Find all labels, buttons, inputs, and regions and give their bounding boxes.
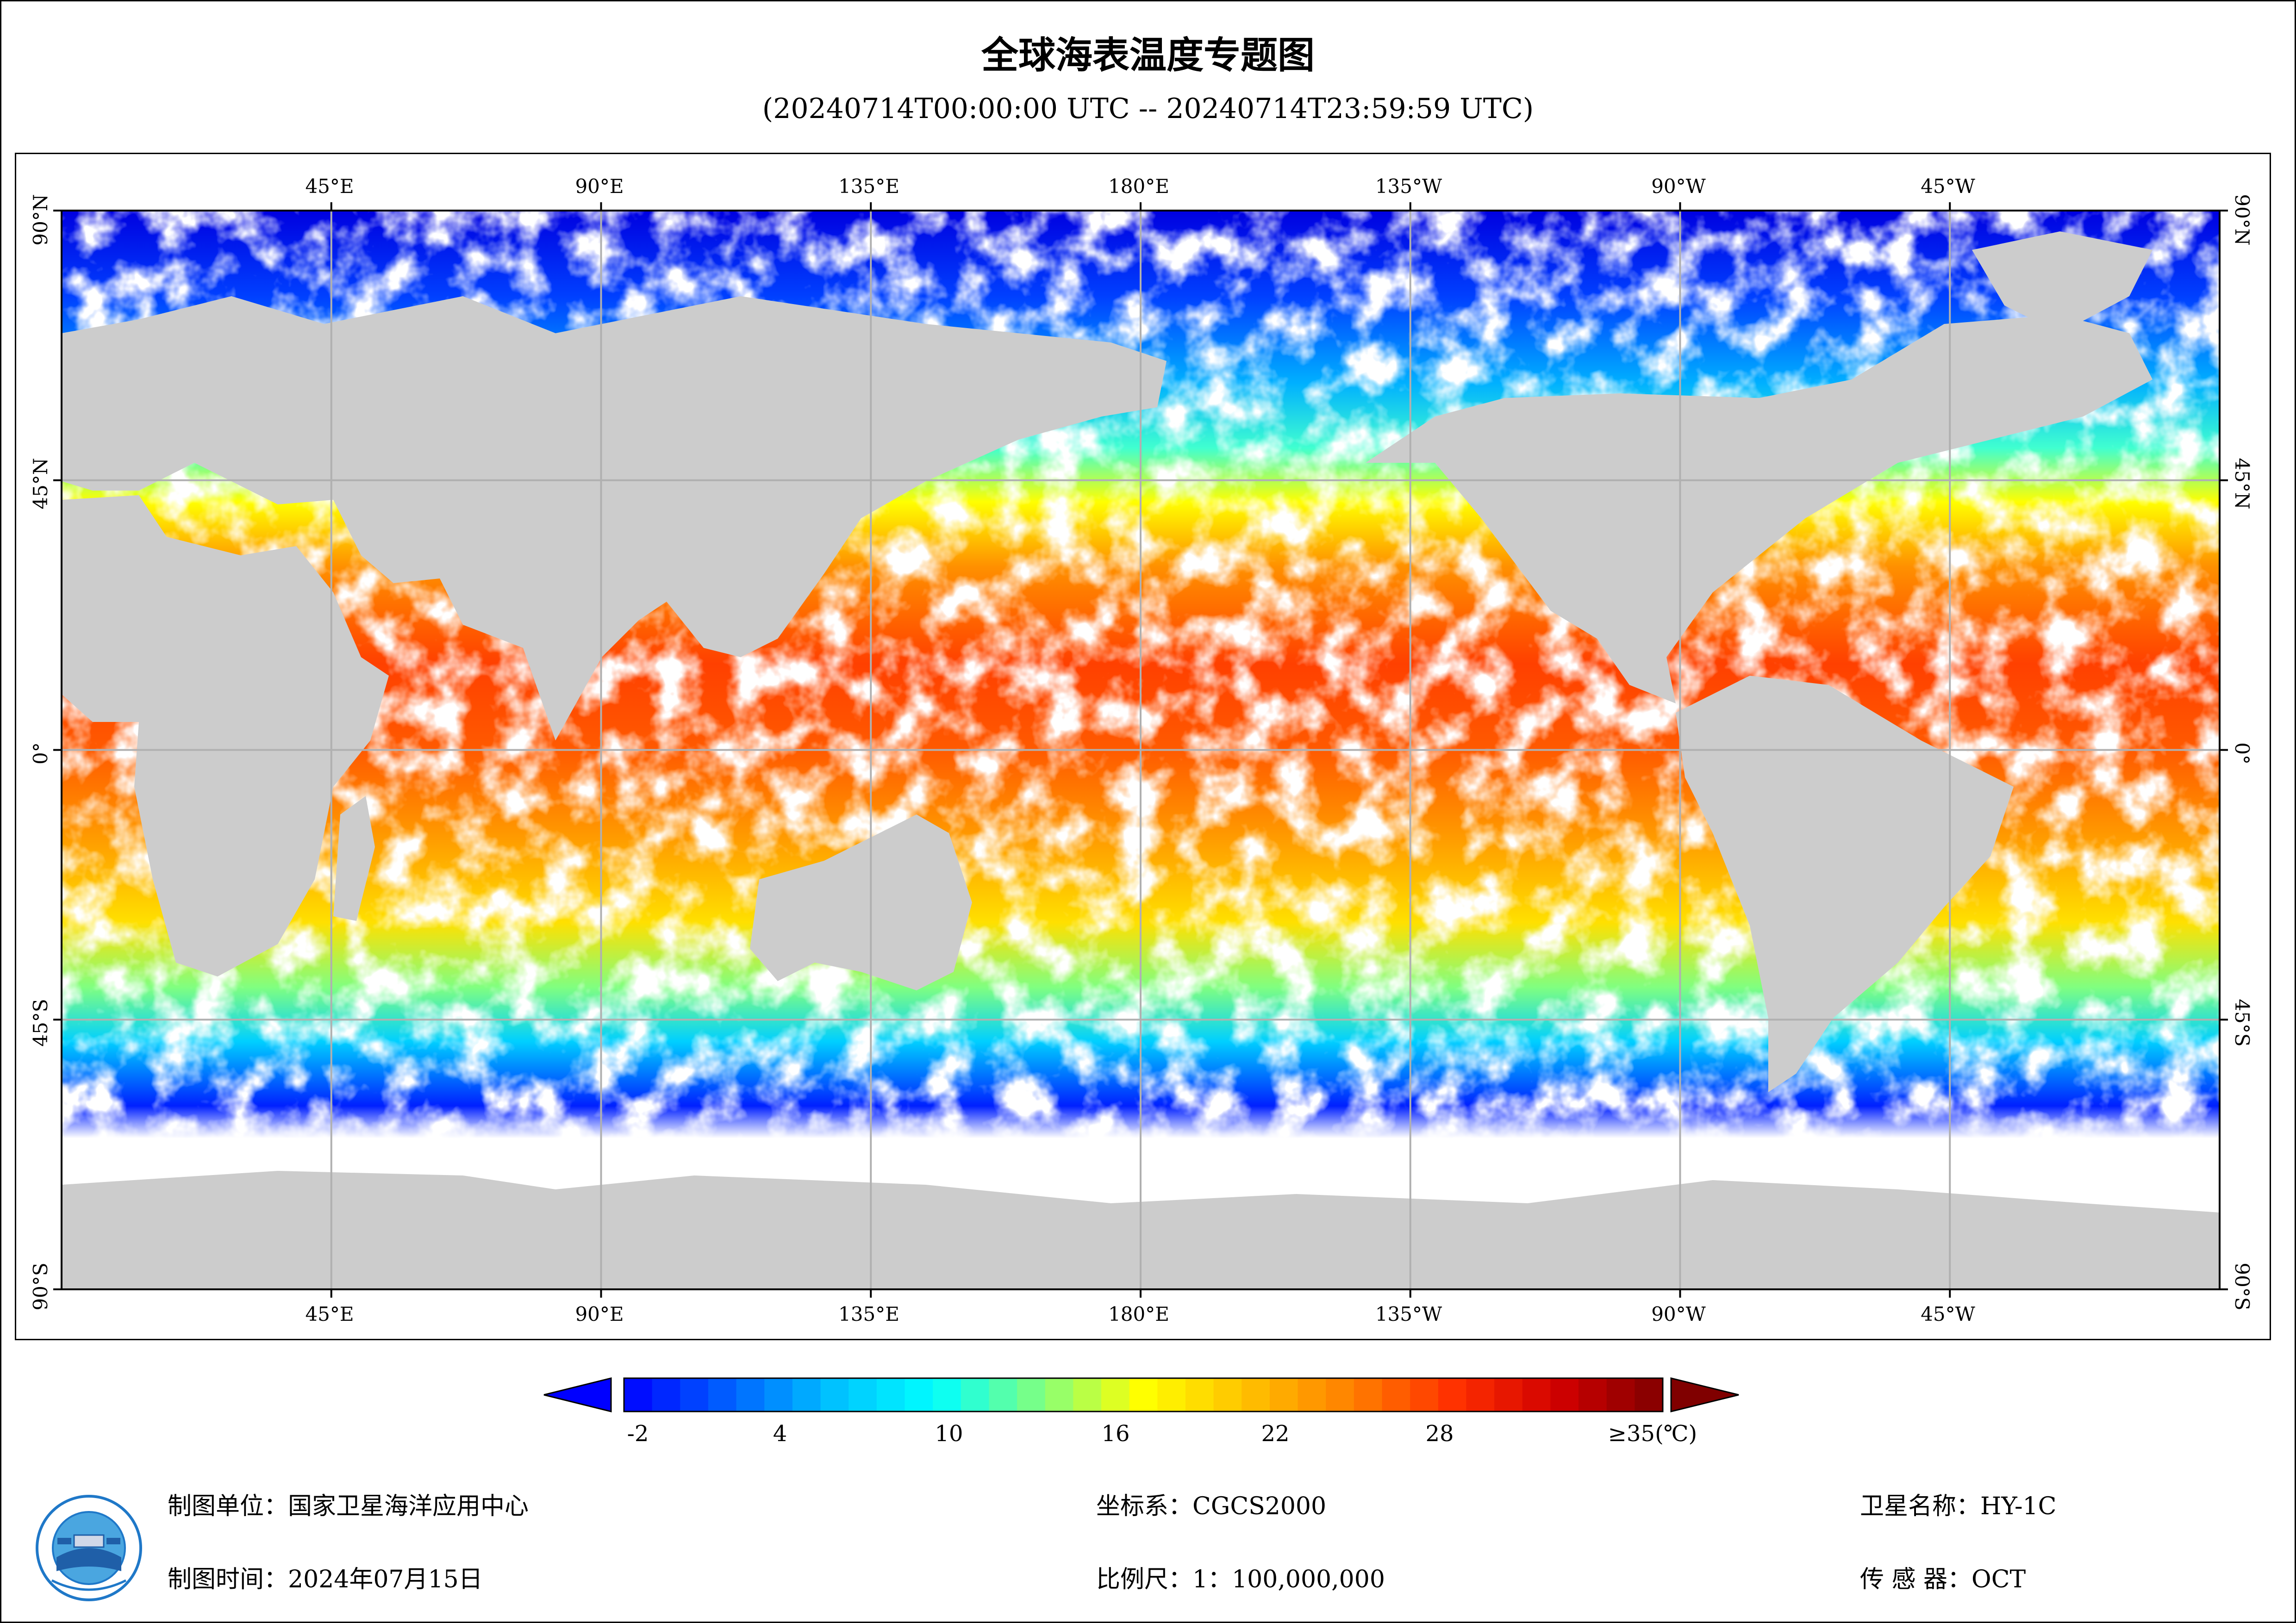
- colorbar-box: [1382, 1378, 1410, 1412]
- colorbar-box: [1326, 1378, 1354, 1412]
- colorbar-box: [876, 1378, 905, 1412]
- colorbar-box: [652, 1378, 680, 1412]
- colorbar-tick-label: 16: [1101, 1421, 1130, 1447]
- colorbar-box: [1494, 1378, 1523, 1412]
- colorbar-box: [989, 1378, 1017, 1412]
- lon-label-top: 135°E: [838, 175, 899, 198]
- colorbar-under-arrow: [543, 1377, 612, 1412]
- lat-label-left: 45°S: [29, 999, 52, 1047]
- colorbar-box: [1129, 1378, 1158, 1412]
- colorbar-box: [1578, 1378, 1607, 1412]
- colorbar-box: [1213, 1378, 1242, 1412]
- lat-label-right: 45°N: [2231, 458, 2253, 510]
- lon-label-bottom: 90°W: [1651, 1303, 1706, 1325]
- colorbar-box: [1298, 1378, 1326, 1412]
- lon-label-top: 135°W: [1375, 175, 1442, 198]
- lat-label-left: 90°S: [29, 1262, 52, 1311]
- colorbar-box: [1438, 1378, 1466, 1412]
- colorbar-box: [933, 1378, 961, 1412]
- colorbar: [623, 1377, 1664, 1412]
- lon-label-bottom: 180°E: [1108, 1303, 1169, 1325]
- lon-label-top: 45°E: [305, 175, 354, 198]
- colorbar-box: [680, 1378, 709, 1412]
- colorbar-box: [1045, 1378, 1073, 1412]
- lat-label-left: 90°N: [29, 194, 52, 246]
- colorbar-tick-label: 22: [1261, 1421, 1290, 1447]
- colorbar-tick-label: ≥35(℃): [1608, 1421, 1697, 1447]
- tick-marks: [53, 202, 2228, 1298]
- colorbar-box: [1606, 1378, 1635, 1412]
- colorbar-box: [736, 1378, 765, 1412]
- colorbar-box: [708, 1378, 737, 1412]
- footer-crs: 坐标系：CGCS2000: [1096, 1492, 1327, 1520]
- colorbar-tick-label: 4: [773, 1421, 787, 1447]
- colorbar-box: [792, 1378, 821, 1412]
- colorbar-box: [1550, 1378, 1579, 1412]
- colorbar-box: [1269, 1378, 1298, 1412]
- footer-date: 制图时间：2024年07月15日: [168, 1566, 483, 1593]
- land-europe-asia: [62, 296, 1167, 740]
- map-title: 全球海表温度专题图: [981, 34, 1315, 77]
- lon-label-bottom: 45°E: [305, 1303, 354, 1325]
- land-australia: [750, 815, 972, 990]
- colorbar-tick-label: -2: [627, 1421, 649, 1447]
- lon-label-top: 90°E: [575, 175, 624, 198]
- graticule: [62, 211, 2220, 1289]
- land-south-america: [1676, 676, 2014, 1092]
- colorbar-box: [1242, 1378, 1270, 1412]
- lon-label-bottom: 135°W: [1375, 1303, 1442, 1325]
- lon-label-top: 180°E: [1108, 175, 1169, 198]
- colorbar-box: [1635, 1378, 1663, 1412]
- land-north-america: [1366, 315, 2152, 703]
- colorbar-box: [849, 1378, 877, 1412]
- footer-scale: 比例尺：1：100,000,000: [1096, 1566, 1385, 1593]
- map-frame: [15, 153, 2271, 1340]
- colorbar-frame: [623, 1377, 1664, 1412]
- colorbar-box: [624, 1378, 653, 1412]
- lon-label-bottom: 45°W: [1921, 1303, 1975, 1325]
- colorbar-box: [1185, 1378, 1214, 1412]
- land-africa: [62, 495, 389, 976]
- colorbar-box: [1101, 1378, 1130, 1412]
- colorbar-tick-label: 10: [935, 1421, 963, 1447]
- footer-agency: 制图单位：国家卫星海洋应用中心: [168, 1492, 529, 1520]
- lat-label-right: 0°: [2231, 742, 2253, 765]
- colorbar-box: [1410, 1378, 1439, 1412]
- lat-label-right: 45°S: [2231, 999, 2253, 1047]
- colorbar-box: [820, 1378, 849, 1412]
- colorbar-box: [1522, 1378, 1551, 1412]
- footer-sensor: 传 感 器：OCT: [1860, 1566, 2026, 1593]
- colorbar-box: [1466, 1378, 1495, 1412]
- lon-label-bottom: 135°E: [838, 1303, 899, 1325]
- colorbar-box: [1073, 1378, 1102, 1412]
- lon-label-top: 45°W: [1921, 175, 1975, 198]
- lon-label-bottom: 90°E: [575, 1303, 624, 1325]
- lat-label-left: 0°: [29, 742, 52, 765]
- colorbar-box: [1017, 1378, 1046, 1412]
- colorbar-box: [1157, 1378, 1186, 1412]
- lon-label-top: 90°W: [1651, 175, 1706, 198]
- lat-label-right: 90°N: [2231, 194, 2253, 246]
- colorbar-box: [905, 1378, 933, 1412]
- footer-satellite: 卫星名称：HY-1C: [1860, 1492, 2057, 1520]
- land-greenland: [1972, 231, 2152, 333]
- colorbar-box: [961, 1378, 989, 1412]
- map-subtitle: (20240714T00:00:00 UTC -- 20240714T23:59…: [762, 93, 1534, 125]
- lat-label-left: 45°N: [29, 458, 52, 510]
- colorbar-over-arrow: [1670, 1377, 1739, 1412]
- colorbar-box: [1354, 1378, 1383, 1412]
- colorbar-tick-label: 28: [1425, 1421, 1454, 1447]
- lat-label-right: 90°S: [2231, 1262, 2253, 1311]
- nsoas-logo: [36, 1495, 142, 1601]
- colorbar-box: [764, 1378, 793, 1412]
- land-madagascar: [333, 796, 375, 921]
